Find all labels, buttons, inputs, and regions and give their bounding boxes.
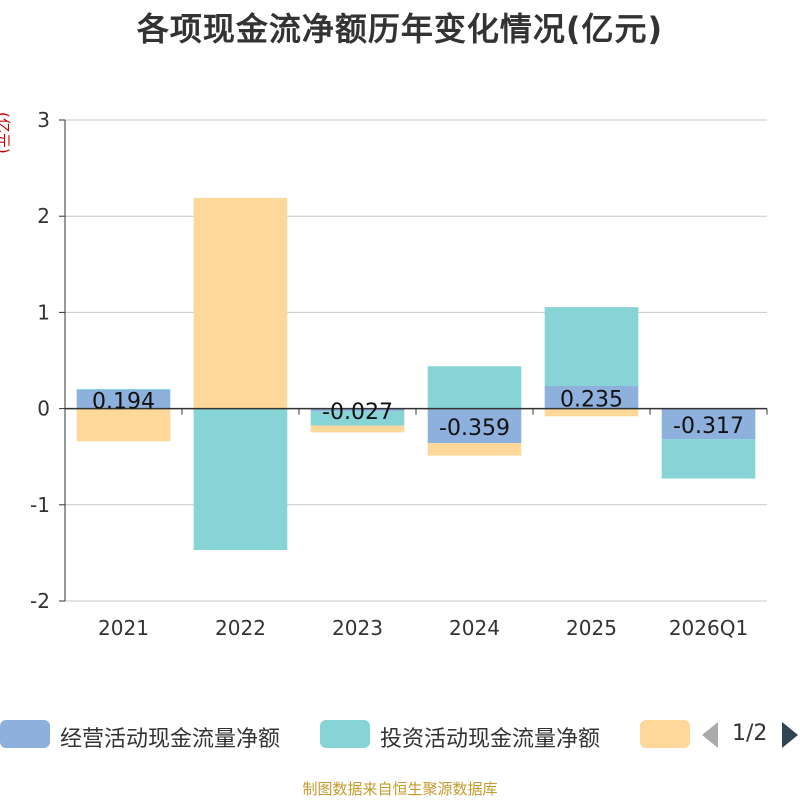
bar-2023-series-0 xyxy=(310,408,405,412)
bar-2026Q1-series-1 xyxy=(661,439,756,479)
x-tick-label: 2023 xyxy=(332,616,383,640)
bar-2025-series-0 xyxy=(544,385,639,409)
legend-page-indicator: 1/2 xyxy=(732,721,768,746)
y-tick-label: 1 xyxy=(37,300,50,324)
bar-2024-series-0 xyxy=(427,408,522,444)
y-tick-label: -2 xyxy=(30,589,50,613)
bar-2024-series-1 xyxy=(427,366,522,409)
y-tick-label: 2 xyxy=(37,204,50,228)
legend-swatch-investing xyxy=(320,720,370,748)
bar-2022-series-2 xyxy=(193,197,288,409)
x-tick-label: 2024 xyxy=(449,616,500,640)
legend: 经营活动现金流量净额 投资活动现金流量净额 1/2 xyxy=(0,712,800,756)
data-label-2024: -0.359 xyxy=(439,416,510,441)
legend-label-operating: 经营活动现金流量净额 xyxy=(60,727,281,752)
data-label-2021: 0.194 xyxy=(92,389,155,414)
legend-swatch-financing xyxy=(640,720,690,748)
bar-2025-series-1 xyxy=(544,307,639,386)
bar-2021-series-0 xyxy=(76,389,171,409)
x-tick-label: 2022 xyxy=(215,616,266,640)
legend-swatch-operating xyxy=(0,720,50,748)
chart-title: 各项现金流净额历年变化情况(亿元) xyxy=(136,10,664,48)
legend-pager: 1/2 xyxy=(700,720,800,750)
bar-2021-series-1 xyxy=(76,388,171,390)
bar-2023-series-2 xyxy=(310,425,405,433)
y-tick-label: 3 xyxy=(37,108,50,132)
x-tick-label: 2025 xyxy=(566,616,617,640)
bar-2025-series-2 xyxy=(544,408,639,417)
data-label-2025: 0.235 xyxy=(560,387,623,412)
bar-2022-series-1 xyxy=(193,408,288,551)
bar-2021-series-2 xyxy=(76,408,171,442)
bar-2026Q1-series-0 xyxy=(661,408,756,440)
x-tick-label: 2026Q1 xyxy=(669,616,748,640)
legend-label-investing: 投资活动现金流量净额 xyxy=(380,727,601,752)
y-tick-label: -1 xyxy=(30,493,50,517)
legend-next-icon[interactable] xyxy=(782,722,798,748)
x-tick-label: 2021 xyxy=(98,616,149,640)
data-source-note: 制图数据来自恒生聚源数据库 xyxy=(302,780,498,798)
data-label-2023: -0.027 xyxy=(322,400,393,425)
data-label-2026Q1: -0.317 xyxy=(673,414,744,439)
y-tick-label: 0 xyxy=(37,397,50,421)
bar-2024-series-2 xyxy=(427,443,522,456)
bar-2023-series-1 xyxy=(310,411,405,426)
legend-prev-icon[interactable] xyxy=(702,722,718,748)
bar-chart: -2 -1 0 1 2 3 2021 2022 2023 2024 2025 2026Q1 0.194 -… xyxy=(30,108,768,640)
